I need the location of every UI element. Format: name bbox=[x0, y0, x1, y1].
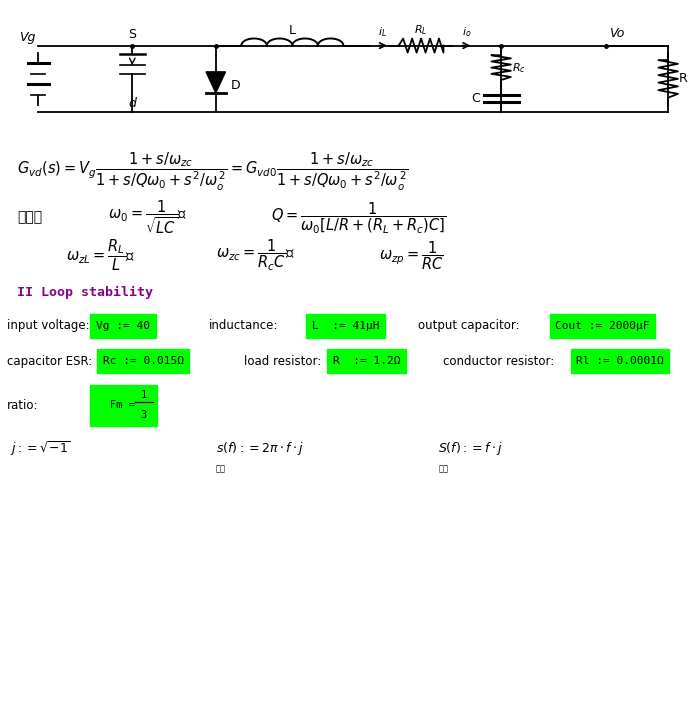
Text: $\omega_{zL} = \dfrac{R_L}{L}$，: $\omega_{zL} = \dfrac{R_L}{L}$， bbox=[66, 238, 136, 273]
Text: Vg := 40: Vg := 40 bbox=[96, 321, 150, 331]
Text: d: d bbox=[128, 97, 136, 110]
Bar bbox=[90, 314, 156, 337]
Text: ratio:: ratio: bbox=[7, 399, 38, 411]
Text: Rl := 0.0001Ω: Rl := 0.0001Ω bbox=[576, 356, 664, 366]
Text: $R_L$: $R_L$ bbox=[414, 23, 428, 37]
Text: S: S bbox=[128, 27, 136, 41]
Text: 其中：: 其中： bbox=[17, 210, 42, 224]
Text: Fm =: Fm = bbox=[110, 400, 135, 410]
Text: ⍨⍨: ⍨⍨ bbox=[216, 464, 226, 473]
Bar bbox=[571, 350, 669, 373]
Text: ⍨⍨: ⍨⍨ bbox=[438, 464, 448, 473]
Text: Vg: Vg bbox=[19, 31, 35, 44]
Text: $\omega_{zp} = \dfrac{1}{RC}$: $\omega_{zp} = \dfrac{1}{RC}$ bbox=[379, 240, 444, 272]
Text: $s(f) := 2\pi \cdot f \cdot j$: $s(f) := 2\pi \cdot f \cdot j$ bbox=[216, 440, 304, 457]
Text: C: C bbox=[471, 93, 480, 105]
Text: $S(f) := f \cdot j$: $S(f) := f \cdot j$ bbox=[438, 440, 504, 457]
Bar bbox=[327, 350, 406, 373]
Text: $\omega_0 = \dfrac{1}{\sqrt{LC}}$，: $\omega_0 = \dfrac{1}{\sqrt{LC}}$， bbox=[108, 198, 187, 236]
Text: $i_o$: $i_o$ bbox=[461, 25, 471, 39]
Text: input voltage:: input voltage: bbox=[7, 320, 90, 332]
Text: L  := 41μH: L := 41μH bbox=[312, 321, 379, 331]
Text: R  := 1.2Ω: R := 1.2Ω bbox=[333, 356, 400, 366]
Text: $Q = \dfrac{1}{\omega_0[L/R+(R_L+R_c)C]}$: $Q = \dfrac{1}{\omega_0[L/R+(R_L+R_c)C]}… bbox=[271, 200, 447, 235]
Text: $j := \sqrt{-1}$: $j := \sqrt{-1}$ bbox=[10, 440, 71, 458]
Text: II Loop stability: II Loop stability bbox=[17, 286, 153, 299]
Text: $G_{vd}(s) = V_g\dfrac{1+s/\omega_{zc}}{1+s/Q\omega_0+s^2/\omega_o^{\,2}}= G_{vd: $G_{vd}(s) = V_g\dfrac{1+s/\omega_{zc}}{… bbox=[17, 151, 409, 193]
Text: output capacitor:: output capacitor: bbox=[418, 320, 519, 332]
Text: D: D bbox=[231, 79, 241, 93]
Text: capacitor ESR:: capacitor ESR: bbox=[7, 355, 92, 367]
Bar bbox=[550, 314, 655, 337]
Text: 1: 1 bbox=[141, 390, 146, 400]
Text: Rc := 0.015Ω: Rc := 0.015Ω bbox=[103, 356, 184, 366]
Text: inductance:: inductance: bbox=[209, 320, 278, 332]
Bar bbox=[97, 350, 189, 373]
Text: L: L bbox=[289, 24, 296, 37]
Text: Cout := 2000μF: Cout := 2000μF bbox=[555, 321, 649, 331]
Text: conductor resistor:: conductor resistor: bbox=[443, 355, 554, 367]
Bar bbox=[306, 314, 385, 337]
Text: $\omega_{zc} = \dfrac{1}{R_cC}$，: $\omega_{zc} = \dfrac{1}{R_cC}$， bbox=[216, 238, 295, 273]
Bar bbox=[90, 385, 157, 426]
Text: 3: 3 bbox=[141, 410, 146, 420]
Text: $i_L$: $i_L$ bbox=[379, 25, 387, 39]
Text: R: R bbox=[679, 72, 688, 86]
Text: Vo: Vo bbox=[609, 27, 624, 40]
Text: load resistor:: load resistor: bbox=[244, 355, 321, 367]
Polygon shape bbox=[206, 72, 226, 93]
Text: $R_c$: $R_c$ bbox=[512, 61, 525, 74]
